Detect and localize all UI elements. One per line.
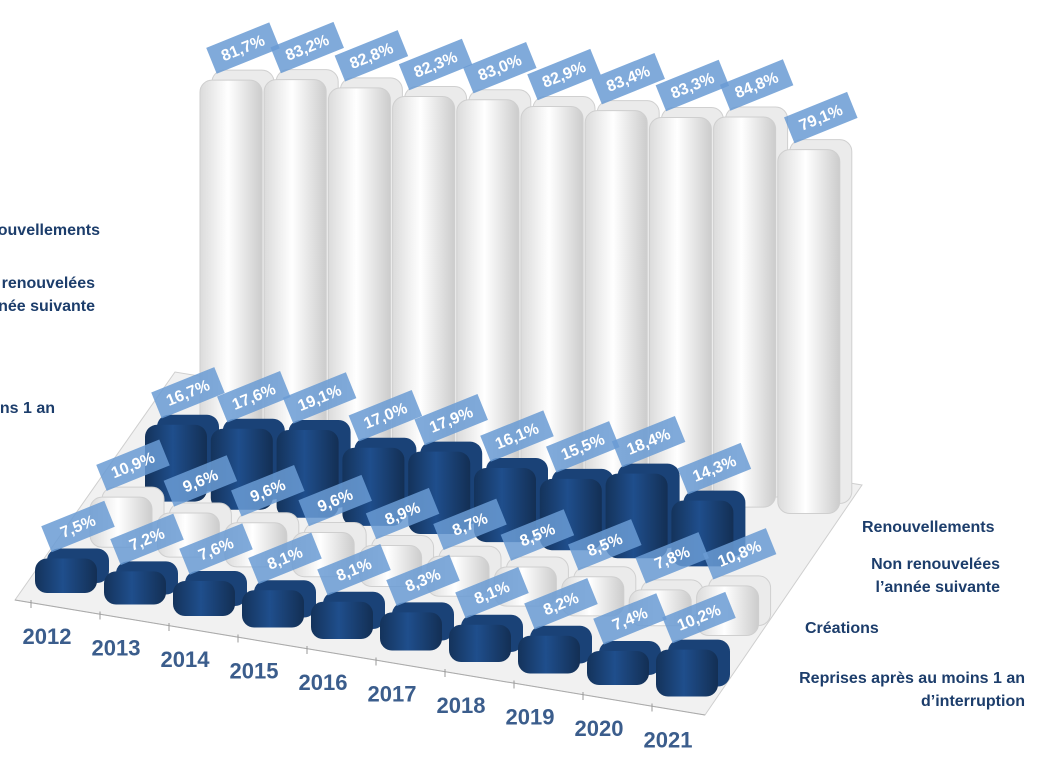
value-label-box: [317, 544, 391, 596]
value-label-group: 8,7%: [433, 498, 507, 550]
value-label-box: [480, 410, 554, 462]
bar: [104, 571, 166, 605]
value-label-box: [96, 439, 170, 491]
value-label-group: 83,0%: [463, 41, 537, 94]
value-label-group: 82,8%: [334, 30, 409, 82]
value-label-box: [591, 52, 665, 105]
bar: [173, 581, 235, 616]
value-label-box: [414, 393, 488, 446]
value-label-box: [163, 455, 238, 507]
value-label-group: 84,8%: [719, 59, 794, 111]
legend-item: Non renouvelées l’année suivante: [871, 556, 1000, 596]
axis-line: [14, 599, 706, 716]
value-label-box: [593, 593, 667, 645]
legend-item: Reprises après au moins 1 an d’interrupt…: [799, 670, 1025, 710]
x-tick-label: 2018: [437, 693, 486, 718]
legend-item: Créations: [805, 620, 879, 637]
value-label-box: [248, 532, 322, 584]
legend-item-cropped: Renouvellements: [0, 222, 100, 239]
bar: [587, 650, 649, 685]
bar: [648, 117, 712, 502]
value-label-box: [662, 591, 736, 644]
bar: [518, 635, 580, 674]
legend-item-cropped: Non renouvelées l’année suivante: [0, 275, 95, 315]
value-label-box: [524, 578, 598, 630]
value-label-group: 8,5%: [568, 519, 642, 571]
bar: [656, 649, 718, 697]
x-tick-label: 2016: [299, 670, 348, 695]
bar: [713, 116, 777, 508]
bar: [380, 612, 442, 651]
value-label-box: [206, 22, 280, 74]
value-label-box: [433, 498, 507, 550]
value-label-group: 81,7%: [206, 22, 280, 74]
value-label-box: [463, 41, 537, 94]
value-label-box: [110, 513, 184, 566]
value-label-box: [41, 500, 115, 553]
value-label-box: [179, 523, 253, 575]
x-tick-label: 2020: [575, 716, 624, 741]
value-label-box: [231, 465, 305, 517]
value-label-box: [546, 421, 620, 473]
value-label-box: [365, 487, 440, 540]
bar: [242, 590, 304, 628]
value-label-group: 8,1%: [317, 544, 391, 596]
value-label-box: [348, 389, 423, 442]
value-label-box: [655, 59, 730, 112]
value-label-box: [702, 528, 777, 580]
value-label-box: [568, 519, 642, 571]
x-tick-label: 2012: [23, 624, 72, 649]
x-tick-label: 2021: [644, 727, 693, 752]
value-label-group: 83,2%: [270, 21, 344, 74]
value-label-box: [527, 48, 601, 101]
value-label-group: 82,9%: [527, 48, 601, 101]
x-tick-label: 2019: [506, 704, 555, 729]
value-label-box: [635, 532, 709, 584]
value-label-box: [217, 371, 291, 423]
value-label-box: [677, 442, 752, 495]
bar: [449, 624, 511, 662]
value-label-box: [611, 415, 686, 468]
x-tick-label: 2013: [92, 635, 141, 660]
value-label-box: [298, 474, 372, 527]
bar: [777, 149, 841, 514]
legend-item-cropped: Reprises après au moins 1 an d’interrupt…: [0, 400, 55, 417]
value-label-box: [282, 372, 357, 424]
legend-item: Renouvellements: [862, 519, 995, 536]
x-tick-label: 2014: [161, 647, 211, 672]
value-label-box: [334, 30, 409, 82]
value-label-box: [784, 91, 858, 144]
value-label-box: [500, 509, 575, 561]
value-label-group: 82,3%: [398, 38, 473, 91]
value-label-box: [386, 554, 460, 607]
value-label-group: 83,4%: [591, 52, 665, 105]
value-label-box: [719, 59, 794, 111]
x-tick-label: 2015: [230, 658, 279, 683]
bar: [35, 558, 97, 593]
x-tick-label: 2017: [368, 681, 417, 706]
value-label-box: [455, 567, 529, 619]
value-label-box: [151, 367, 225, 419]
value-label-box: [398, 38, 473, 91]
bar: [311, 601, 373, 639]
value-label-group: 79,1%: [784, 91, 858, 144]
value-label-group: 83,3%: [655, 59, 730, 112]
value-label-box: [270, 21, 344, 74]
